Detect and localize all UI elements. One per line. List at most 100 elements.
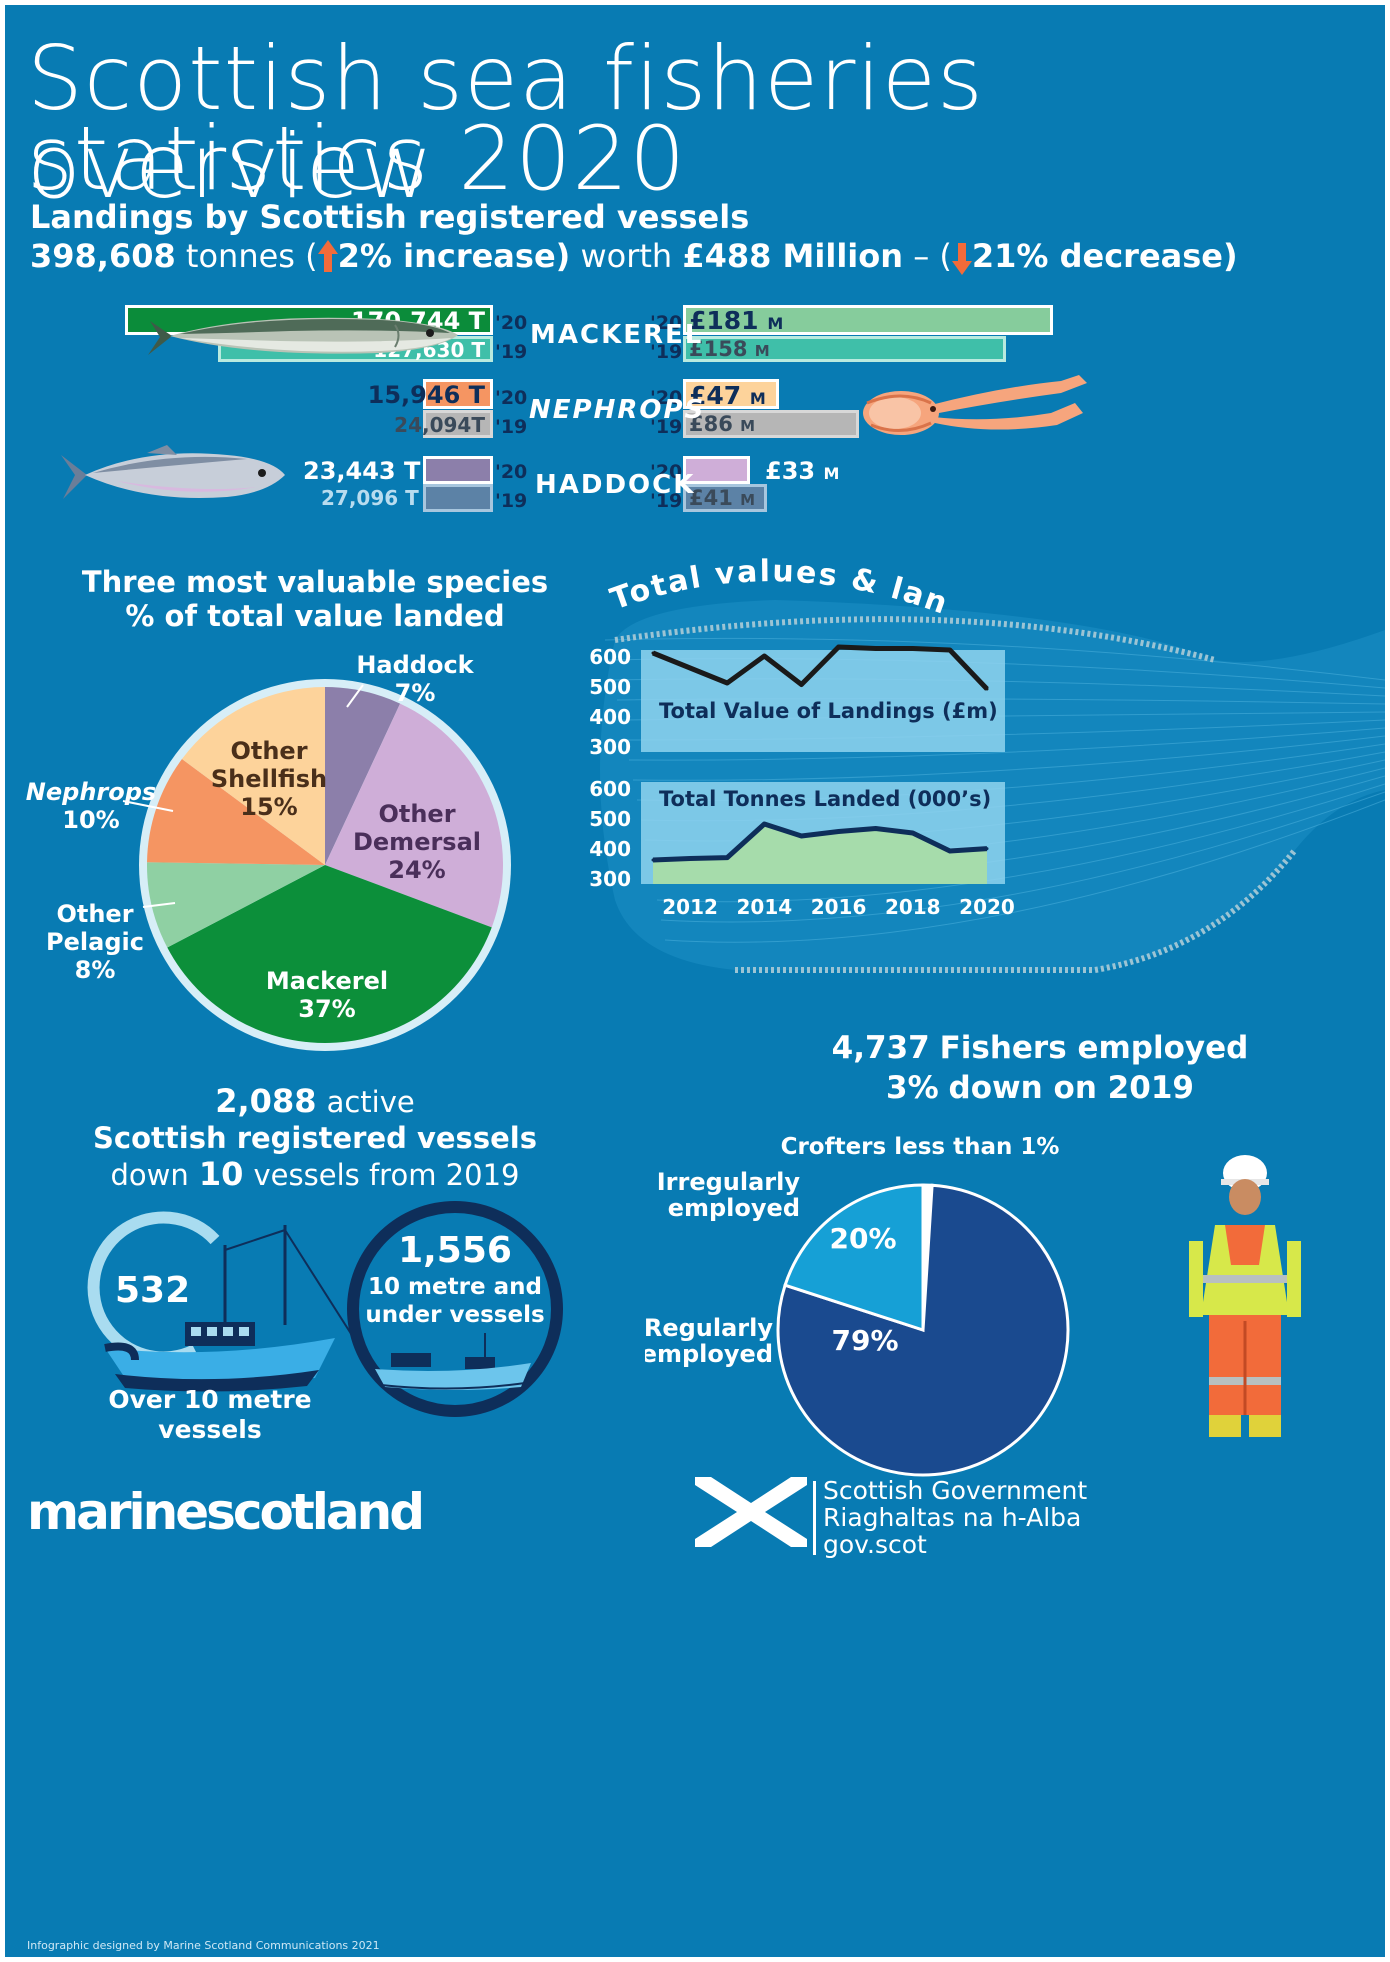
government-logo-text: Scottish Government Riaghaltas na h-Alba…	[823, 1477, 1087, 1558]
design-credit: Infographic designed by Marine Scotland …	[27, 1939, 380, 1952]
tonnes-area-fill	[653, 824, 987, 884]
tonnes-point-2012	[688, 857, 692, 860]
totals-line-charts: Total values & landings300400500600Total…	[575, 550, 1385, 973]
tonnes-point-2018	[911, 831, 915, 835]
value-series-label: Total Value of Landings (£m)	[659, 699, 998, 723]
under-10m-label-1: 10 metre and	[368, 1274, 542, 1300]
pie-label-pct-nephrops: 10%	[62, 806, 119, 834]
haddock-year-20-left: '20	[495, 461, 528, 483]
tonnes-ytick-300: 300	[589, 867, 631, 891]
pie-label-name-mackerel-0: Mackerel	[266, 967, 388, 995]
mackerel-value-2019: £158	[689, 337, 748, 361]
nephrops-year-19-left: '19	[495, 416, 528, 438]
haddock-year-20-right: '20	[650, 461, 683, 483]
pie-title: Three most valuable species % of total v…	[45, 565, 585, 633]
pie-title-line-2: % of total value landed	[125, 599, 505, 633]
page-title-line-2: statistics 2020	[27, 107, 687, 210]
irregular-pct: 20%	[829, 1222, 896, 1255]
crofters-label: Crofters less than 1%	[781, 1134, 1060, 1160]
under-10m-label-2: under vessels	[365, 1302, 545, 1328]
tonnes-point-2017	[874, 827, 878, 830]
pie-label-name-other-shellfish-1: Shellfish	[211, 765, 327, 793]
nephrops-value-unit-2020: M	[749, 389, 766, 408]
pie-label-name-nephrops-0: Nephrops	[26, 778, 156, 806]
haddock-year-19-right: '19	[650, 490, 683, 512]
tonnes-point-2014	[762, 822, 766, 826]
pie-label-name-other-demersal-1: Demersal	[353, 828, 481, 856]
haddock-tonnes-2020-bar	[423, 456, 493, 484]
mackerel-value-2019-bar	[683, 336, 1006, 362]
value-change: 21% decrease)	[971, 237, 1238, 275]
value-point-2017	[874, 647, 878, 650]
pie-label-name-other-pelagic-1: Pelagic	[46, 928, 144, 956]
marinescotland-logo: marinescotland	[27, 1483, 425, 1541]
down-arrow-icon	[951, 243, 972, 275]
under-10-metre-circle	[347, 1201, 563, 1417]
irregular-label-2: employed	[668, 1194, 800, 1222]
value-panel-bg	[641, 650, 1005, 752]
mackerel-value-2019-label: £158 M	[689, 337, 770, 361]
regular-label-2: employed	[645, 1340, 773, 1368]
tonnes-series-line	[652, 821, 988, 863]
xtick-2020: 2020	[959, 895, 1015, 919]
nephrops-value-unit-2019: M	[740, 417, 756, 435]
net-rope-top	[614, 616, 1216, 663]
page-title-line-1: Scottish sea fisheries overview	[27, 27, 984, 218]
haddock-tonnes-2019-label: 27,096 T	[321, 486, 419, 510]
vessels-line-3-pre: down	[110, 1158, 189, 1192]
over-10m-count: 532	[115, 1270, 191, 1311]
value-point-2020	[985, 687, 989, 691]
gov-name-english: Scottish Government	[823, 1476, 1088, 1505]
pie-slice-nephrops	[147, 759, 325, 865]
over-10m-label-2: vessels	[158, 1415, 262, 1444]
mackerel-value-2020-label: £181 M	[689, 306, 783, 335]
up-arrow-icon	[317, 240, 338, 272]
value-point-2014	[762, 654, 766, 658]
vessels-count-word: active	[326, 1085, 415, 1119]
value-point-2011	[651, 651, 655, 655]
species-name-haddock: HADDOCK	[535, 470, 696, 500]
nephrops-value-2019-label: £86 M	[689, 412, 755, 436]
fishers-change: 3%	[886, 1070, 939, 1106]
nephrops-value-2020-bar	[683, 379, 780, 409]
nephrops-value-2019-bar	[683, 410, 859, 438]
total-tonnes: 398,608	[30, 237, 176, 275]
tonnes-point-2011	[651, 858, 655, 862]
regular-pct: 79%	[831, 1324, 898, 1357]
xtick-2014: 2014	[736, 895, 792, 919]
over-10m-label-1: Over 10 metre	[108, 1385, 312, 1414]
nephrops-tonnes-2020-bar	[423, 379, 493, 409]
value-point-2012	[688, 666, 692, 670]
nephrops-year-20-right: '20	[650, 387, 683, 409]
value-point-2016	[837, 645, 841, 649]
pelagic-leader-line	[142, 902, 176, 908]
tonnes-change: 2% increase)	[337, 237, 571, 275]
haddock-tonnes-2019-bar	[423, 484, 493, 512]
tonnes-point-2015	[799, 834, 803, 838]
net-rope-bottom	[735, 848, 1298, 973]
pie-label-name-other-shellfish-0: Other	[230, 737, 307, 765]
mackerel-year-19-right: '19	[650, 341, 683, 363]
landings-summary: 398,608 tonnes (2% increase) worth £488 …	[30, 237, 1238, 275]
tonnes-point-2016	[837, 830, 841, 833]
nephrops-year-19-right: '19	[650, 416, 683, 438]
fishers-slice-irregularly-employed	[783, 1183, 925, 1333]
gov-name-gaelic: Riaghaltas na h-Alba	[823, 1503, 1082, 1532]
mackerel-fish-icon	[148, 317, 458, 355]
nephrops-langoustine-icon	[863, 375, 1087, 435]
haddock-tonnes-2020-label: 23,443 T	[303, 457, 421, 485]
tonnes-ytick-400: 400	[589, 837, 631, 861]
value-point-2018	[911, 647, 915, 650]
regular-label-1: Regularly	[645, 1314, 773, 1342]
mackerel-year-20-left: '20	[495, 312, 528, 334]
vessels-heading: 2,088 active Scottish registered vessels…	[85, 1083, 545, 1193]
nephrops-value-2019: £86	[689, 412, 733, 436]
value-ytick-600: 600	[589, 645, 631, 669]
fishers-count: 4,737	[831, 1030, 930, 1066]
value-point-2015	[799, 683, 803, 686]
